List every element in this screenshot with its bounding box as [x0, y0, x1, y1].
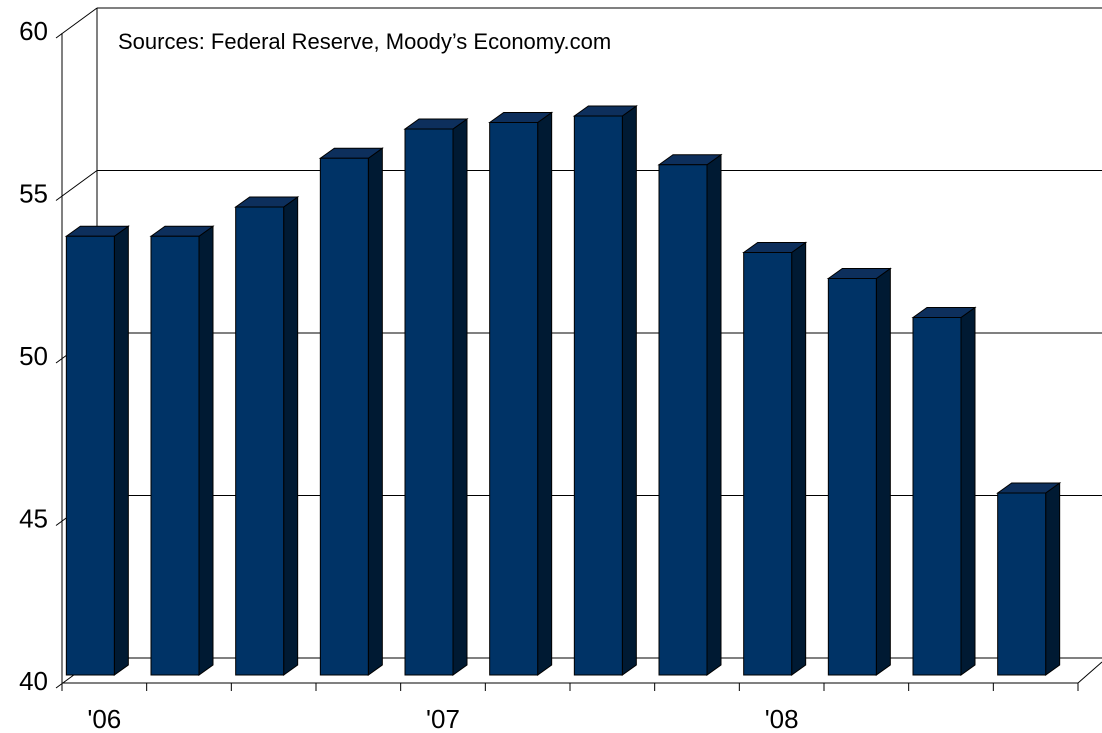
bar — [488, 111, 554, 676]
x-tick-label: '08 — [765, 704, 799, 733]
bar-front — [997, 492, 1047, 676]
bar-side — [875, 267, 891, 676]
bar — [657, 153, 723, 676]
bar-side — [621, 105, 637, 676]
bar — [826, 267, 892, 676]
bar — [149, 225, 215, 676]
bar-front — [743, 252, 793, 676]
bar-side — [1045, 482, 1061, 676]
bar-side — [791, 241, 807, 676]
bar-front — [65, 235, 115, 676]
bar-front — [319, 157, 369, 676]
x-tick-label: '06 — [87, 704, 121, 733]
y-tick — [55, 7, 98, 39]
bar-side — [283, 196, 299, 676]
y-tick — [55, 170, 98, 201]
bar — [911, 306, 977, 676]
y-tick-label: 55 — [19, 178, 48, 208]
bar — [234, 196, 300, 676]
y-tick-label: 60 — [19, 16, 48, 46]
bar — [64, 225, 130, 676]
bar — [996, 482, 1062, 676]
bar-front — [827, 278, 877, 676]
bar — [318, 147, 384, 676]
bar-side — [960, 306, 976, 676]
y-tick-label: 45 — [19, 503, 48, 533]
bar-side — [706, 153, 722, 676]
y-tick-label: 50 — [19, 341, 48, 371]
y-tick-label: 40 — [19, 666, 48, 696]
bar — [572, 105, 638, 676]
bar-front — [150, 235, 200, 676]
bar-side — [452, 118, 468, 676]
bar-front — [235, 206, 285, 676]
bar — [403, 118, 469, 676]
x-tick-label: '07 — [426, 704, 460, 733]
bar-side — [367, 147, 383, 676]
floor-right-edge — [1077, 661, 1102, 684]
bar-side — [113, 225, 129, 676]
bar — [742, 241, 808, 676]
bar-side — [537, 111, 553, 676]
bar-front — [658, 164, 708, 676]
bar-front — [912, 317, 962, 676]
bar-side — [198, 225, 214, 676]
bar-front — [573, 115, 623, 676]
annotation: Sources: Federal Reserve, Moody’s Econom… — [118, 29, 611, 54]
bar-front — [404, 128, 454, 676]
bar-front — [489, 122, 539, 676]
